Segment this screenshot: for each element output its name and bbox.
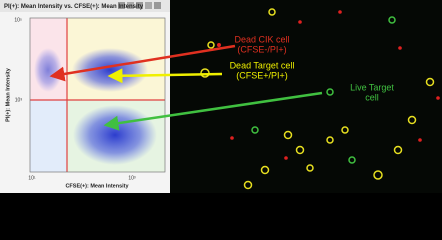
x-axis-label: CFSE(+): Mean Intensity <box>65 183 129 189</box>
toolbar[interactable] <box>118 2 161 9</box>
cells <box>200 8 435 190</box>
window-title: PI(+): Mean Intensity vs. CFSE(+): Mean … <box>4 4 144 10</box>
annotation: Dead Target cell <box>230 60 295 70</box>
annotation: (CFSE+/PI+) <box>236 70 288 80</box>
y-axis-label: PI(+): Mean Intensity <box>5 67 11 122</box>
plot-area <box>29 17 166 173</box>
screenshot: PI(+): Mean Intensity vs. CFSE(+): Mean … <box>0 0 440 193</box>
x-tick-label: 10¹ <box>28 175 36 181</box>
annotation: cell <box>365 92 379 102</box>
annotation: Live Target <box>350 82 394 92</box>
annotation: Dead CIK cell <box>234 34 289 44</box>
y-tick-label: 10⁵ <box>14 17 22 23</box>
red-cells <box>217 10 440 160</box>
y-tick-label: 10³ <box>15 97 23 103</box>
arrow <box>49 44 236 82</box>
canvas: PI(+): Mean Intensity vs. CFSE(+): Mean … <box>0 0 440 193</box>
x-tick-label: 10³ <box>128 175 136 181</box>
annotation: (CFSE-/PI+) <box>237 44 286 54</box>
arrow <box>107 68 223 84</box>
arrow <box>103 91 323 131</box>
